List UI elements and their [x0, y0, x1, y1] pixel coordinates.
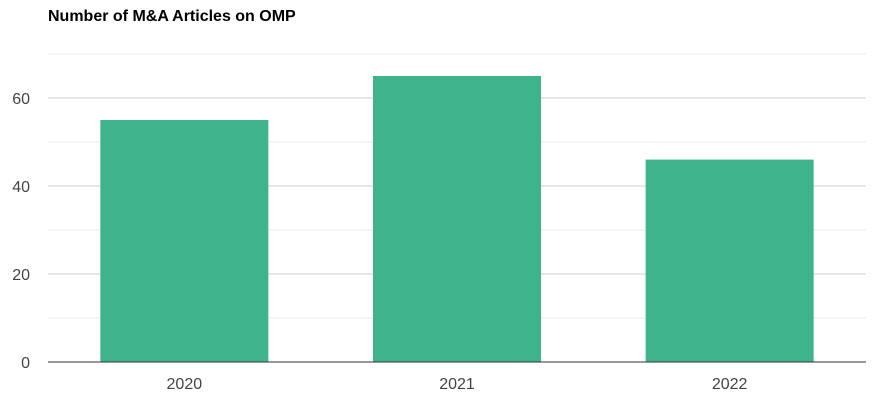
x-tick-label: 2022: [712, 376, 748, 393]
x-tick-labels: 2020 2021 2022: [167, 376, 748, 393]
x-tick-label: 2021: [439, 376, 475, 393]
bar-2021[interactable]: [373, 76, 541, 362]
chart-title: Number of M&A Articles on OMP: [48, 8, 296, 25]
y-tick-label: 0: [21, 355, 30, 372]
bars: [100, 76, 814, 362]
x-tick-label: 2020: [167, 376, 203, 393]
bar-2020[interactable]: [100, 120, 269, 362]
bar-2022[interactable]: [645, 159, 814, 362]
y-tick-label: 40: [12, 179, 30, 196]
y-tick-label: 20: [12, 267, 30, 284]
y-tick-labels: 0 20 40 60: [12, 91, 30, 372]
y-tick-label: 60: [12, 91, 30, 108]
